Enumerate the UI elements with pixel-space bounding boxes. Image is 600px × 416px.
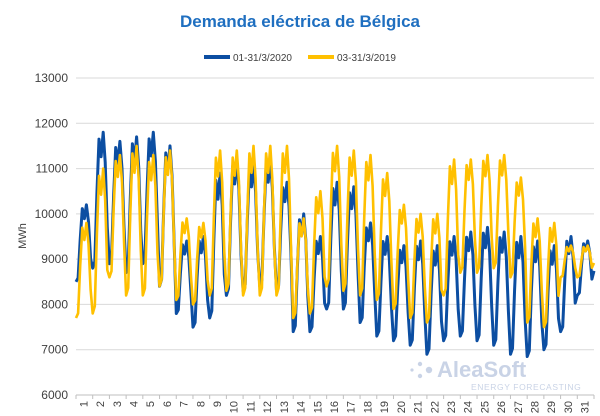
x-tick-label: 17: [346, 401, 358, 413]
watermark-brand: AleaSoft: [437, 357, 527, 382]
x-tick-label: 24: [463, 401, 475, 413]
y-tick-label: 8000: [41, 297, 68, 311]
x-tick-label: 8: [195, 401, 207, 407]
x-tick-label: 21: [413, 401, 425, 413]
legend-label-2019: 03-31/3/2019: [337, 53, 396, 64]
series-lines: [74, 130, 596, 358]
legend-label-2020: 01-31/3/2020: [233, 53, 292, 64]
x-tick-label: 6: [162, 401, 174, 407]
y-tick-label: 12000: [35, 116, 69, 130]
y-tick-label: 13000: [35, 71, 69, 85]
x-tick-label: 7: [179, 401, 191, 407]
x-tick-label: 19: [379, 401, 391, 413]
x-tick-label: 26: [496, 401, 508, 413]
series-line-2019: [74, 144, 596, 329]
x-tick-label: 30: [563, 401, 575, 413]
y-tick-label: 6000: [41, 388, 68, 402]
x-tick-label: 5: [145, 401, 157, 407]
x-tick-label: 16: [329, 401, 341, 413]
x-tick-label: 20: [396, 401, 408, 413]
y-tick-label: 11000: [36, 162, 69, 176]
y-tick-label: 7000: [41, 343, 68, 357]
y-axis-ticks: 6000 7000 8000 9000 10000 11000 12000 13000: [35, 71, 69, 402]
legend: 01-31/3/2020 03-31/3/2019: [204, 53, 396, 64]
watermark-tagline: ENERGY FORECASTING: [471, 382, 581, 392]
x-tick-label: 14: [296, 401, 308, 413]
y-tick-label: 9000: [41, 252, 68, 266]
x-tick-label: 29: [546, 401, 558, 413]
x-tick-label: 22: [429, 401, 441, 413]
x-tick-label: 13: [279, 401, 291, 413]
x-tick-label: 28: [530, 401, 542, 413]
watermark-dot-icon: [417, 373, 423, 379]
x-tick-label: 1: [78, 401, 90, 407]
gridlines: [76, 77, 594, 396]
x-tick-label: 23: [446, 401, 458, 413]
x-tick-label: 11: [245, 401, 257, 412]
y-tick-label: 10000: [35, 207, 69, 221]
x-tick-label: 15: [312, 401, 324, 413]
x-axis: 1 2 3 4 5 6 7 8 9 10 11 12 13 14 15 16 17 18 19 20 21 22 23 24 2…: [75, 394, 595, 413]
chart-title: Demanda eléctrica de Bélgica: [180, 12, 421, 31]
watermark: AleaSoft ENERGY FORECASTING: [410, 357, 581, 392]
x-tick-label: 4: [128, 401, 140, 407]
x-tick-label: 2: [95, 401, 107, 407]
x-tick-label: 3: [112, 401, 124, 407]
x-tick-label: 31: [580, 401, 592, 413]
x-tick-label: 12: [262, 401, 274, 413]
y-axis-label: MWh: [17, 223, 29, 249]
watermark-dot-icon: [425, 366, 433, 374]
x-tick-label: 18: [362, 401, 374, 413]
x-tick-label: 9: [212, 401, 224, 407]
x-tick-label: 27: [513, 401, 525, 413]
watermark-dot-icon: [417, 361, 423, 367]
watermark-dot-icon: [410, 368, 414, 372]
x-tick-label: 25: [479, 401, 491, 413]
x-tick-label: 10: [229, 401, 241, 413]
